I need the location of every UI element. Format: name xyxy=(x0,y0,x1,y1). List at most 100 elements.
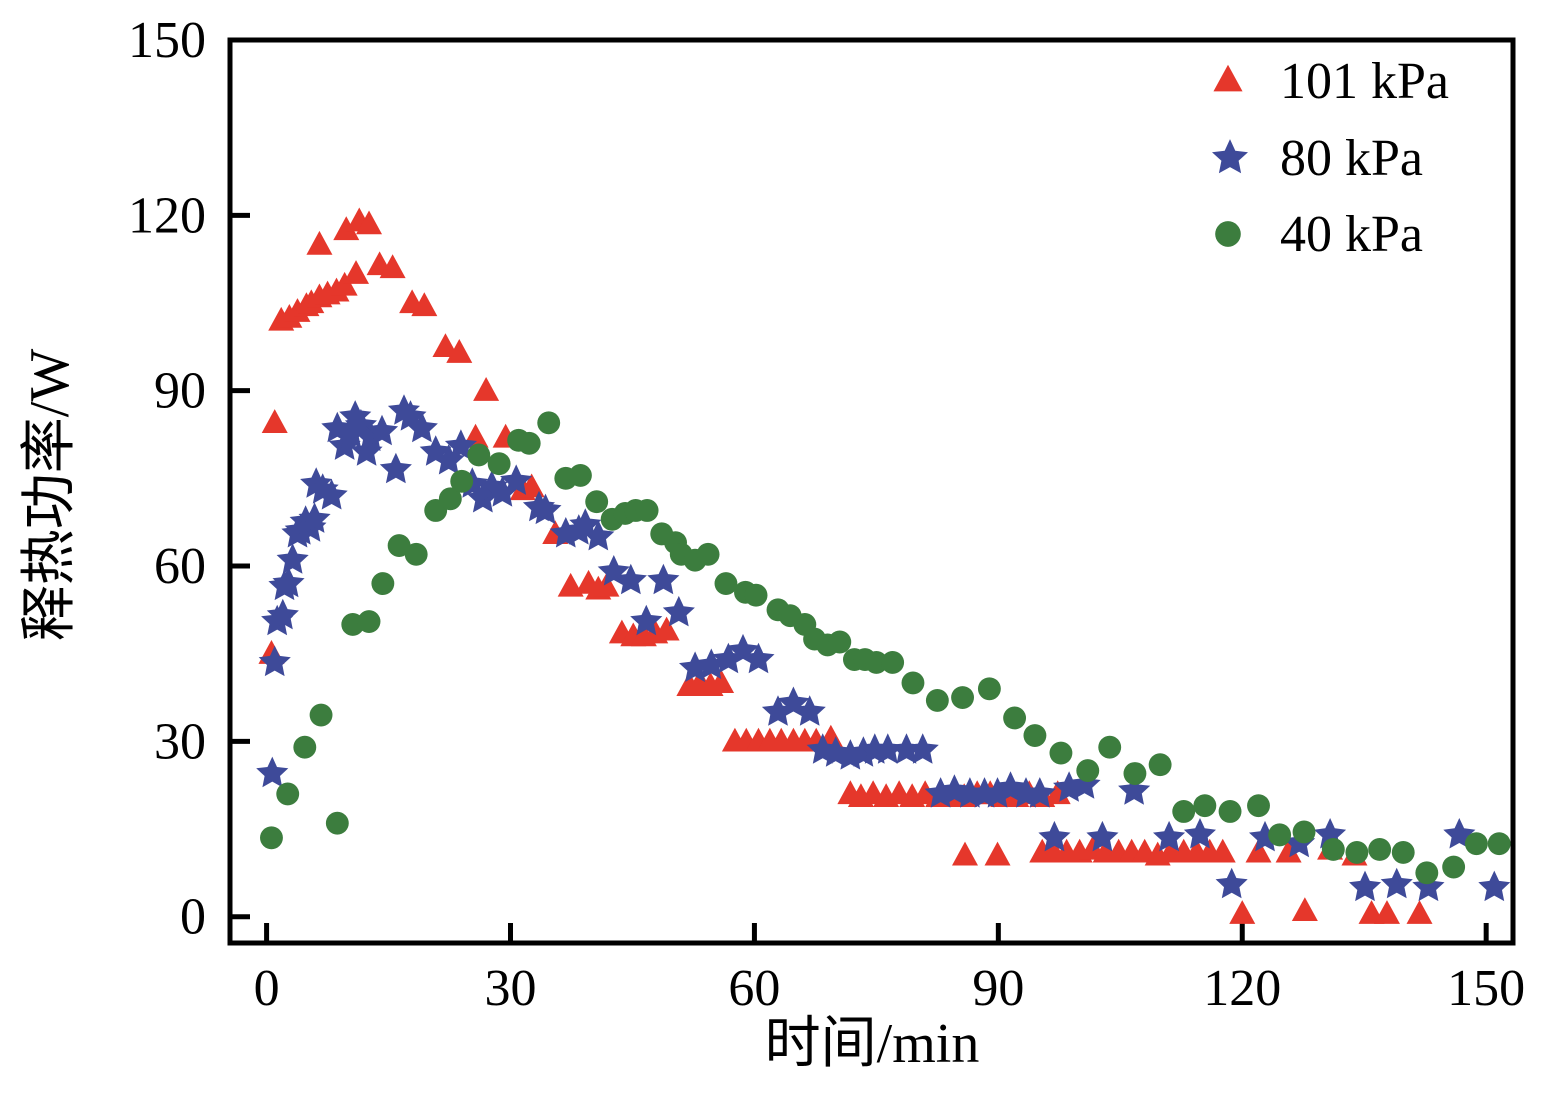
circle-data-point xyxy=(1268,823,1292,847)
star-data-point xyxy=(529,493,562,525)
circle-data-point xyxy=(635,499,659,522)
star-data-point xyxy=(1215,867,1248,899)
star-data-point xyxy=(350,435,383,466)
star-data-point xyxy=(630,604,663,636)
triangle-data-point xyxy=(343,260,370,284)
star-data-point xyxy=(298,502,331,533)
circle-data-point xyxy=(276,782,300,806)
star-data-point xyxy=(761,695,794,726)
star-data-point xyxy=(1068,768,1101,799)
star-data-point xyxy=(662,595,695,627)
circle-data-point xyxy=(1442,855,1466,879)
star-data-point xyxy=(1038,820,1071,852)
y-axis: 0 30 60 90 120 150 xyxy=(128,12,250,946)
series-40-kpa xyxy=(260,411,1511,885)
circle-data-point xyxy=(387,534,411,558)
star-data-point xyxy=(614,563,647,595)
circle-data-point xyxy=(1076,759,1100,783)
star-data-point xyxy=(432,443,465,475)
triangle-data-point xyxy=(473,377,500,401)
circle-data-point xyxy=(696,542,720,566)
y-tick-label: 60 xyxy=(154,538,206,595)
star-legend-marker xyxy=(1212,139,1248,174)
triangle-marker-icon xyxy=(1213,64,1243,92)
circle-data-point xyxy=(517,431,541,455)
x-tick-label: 30 xyxy=(485,960,537,1017)
triangle-data-point xyxy=(333,216,360,241)
circle-data-point xyxy=(1003,706,1027,730)
circle-data-point xyxy=(1415,861,1439,885)
legend-entry-40kpa: 40 kPa xyxy=(1215,206,1423,263)
star-data-point xyxy=(742,642,775,674)
circle-data-point xyxy=(357,610,381,633)
star-data-point xyxy=(793,695,826,726)
triangle-data-point xyxy=(952,841,979,866)
y-tick-label: 150 xyxy=(128,12,206,69)
circle-data-point xyxy=(467,443,491,467)
circle-data-point xyxy=(537,411,561,435)
series-80-kpa xyxy=(256,394,1511,902)
legend-label-101kpa: 101 kPa xyxy=(1280,53,1449,110)
circle-data-point xyxy=(260,826,283,850)
circle-data-point xyxy=(1487,832,1511,856)
circle-data-point xyxy=(438,487,462,511)
star-data-point xyxy=(1380,867,1413,899)
y-axis-label: 释热功率/W xyxy=(19,349,81,642)
star-data-point xyxy=(1412,870,1445,902)
star-data-point xyxy=(486,476,519,507)
triangle-data-point xyxy=(356,210,383,235)
circle-data-point xyxy=(951,686,975,709)
triangle-data-point xyxy=(1245,838,1272,863)
star-data-point xyxy=(276,543,309,574)
star-data-point xyxy=(1086,820,1119,852)
circle-data-point xyxy=(828,630,852,654)
circle-data-point xyxy=(585,490,609,514)
triangle-data-point xyxy=(1373,900,1400,924)
star-data-point xyxy=(1349,870,1382,902)
data-points-layer xyxy=(256,207,1511,924)
y-tick-label: 30 xyxy=(154,713,206,770)
circle-data-point xyxy=(881,651,905,674)
star-data-point xyxy=(500,464,533,495)
x-tick-label: 150 xyxy=(1447,960,1525,1017)
star-data-point xyxy=(272,566,305,598)
circle-data-point xyxy=(1292,820,1316,844)
circle-data-point xyxy=(1391,840,1415,864)
circle-data-point xyxy=(1023,724,1047,747)
circle-data-point xyxy=(1247,794,1270,818)
triangle-data-point xyxy=(261,409,288,433)
circle-data-point xyxy=(1148,753,1172,777)
circle-legend-marker xyxy=(1215,221,1241,247)
star-data-point xyxy=(582,519,615,551)
triangle-data-point xyxy=(1209,838,1236,863)
x-tick-label: 0 xyxy=(254,960,280,1017)
star-data-point xyxy=(315,479,348,510)
star-data-point xyxy=(366,414,399,446)
circle-data-point xyxy=(293,735,317,759)
circle-data-point xyxy=(309,703,333,727)
x-axis-label: 时间/min xyxy=(765,1013,980,1075)
circle-data-point xyxy=(371,572,395,595)
circle-data-point xyxy=(1172,800,1196,823)
circle-data-point xyxy=(450,469,474,493)
star-data-point xyxy=(258,645,291,677)
triangle-data-point xyxy=(653,616,680,641)
circle-data-point xyxy=(744,583,768,607)
circle-data-point xyxy=(925,689,949,712)
star-data-point xyxy=(1478,870,1511,902)
circle-data-point xyxy=(864,651,888,674)
triangle-data-point xyxy=(432,333,459,357)
star-data-point xyxy=(354,420,387,452)
star-marker-icon xyxy=(1212,139,1248,174)
star-data-point xyxy=(1183,818,1216,849)
circle-marker-icon xyxy=(1215,221,1241,247)
star-data-point xyxy=(981,777,1014,808)
star-data-point xyxy=(335,417,368,449)
triangle-data-point xyxy=(411,292,438,317)
plot-border xyxy=(227,37,1516,946)
star-data-point xyxy=(647,563,680,595)
circle-data-point xyxy=(487,452,511,476)
triangle-data-point xyxy=(1275,838,1302,863)
